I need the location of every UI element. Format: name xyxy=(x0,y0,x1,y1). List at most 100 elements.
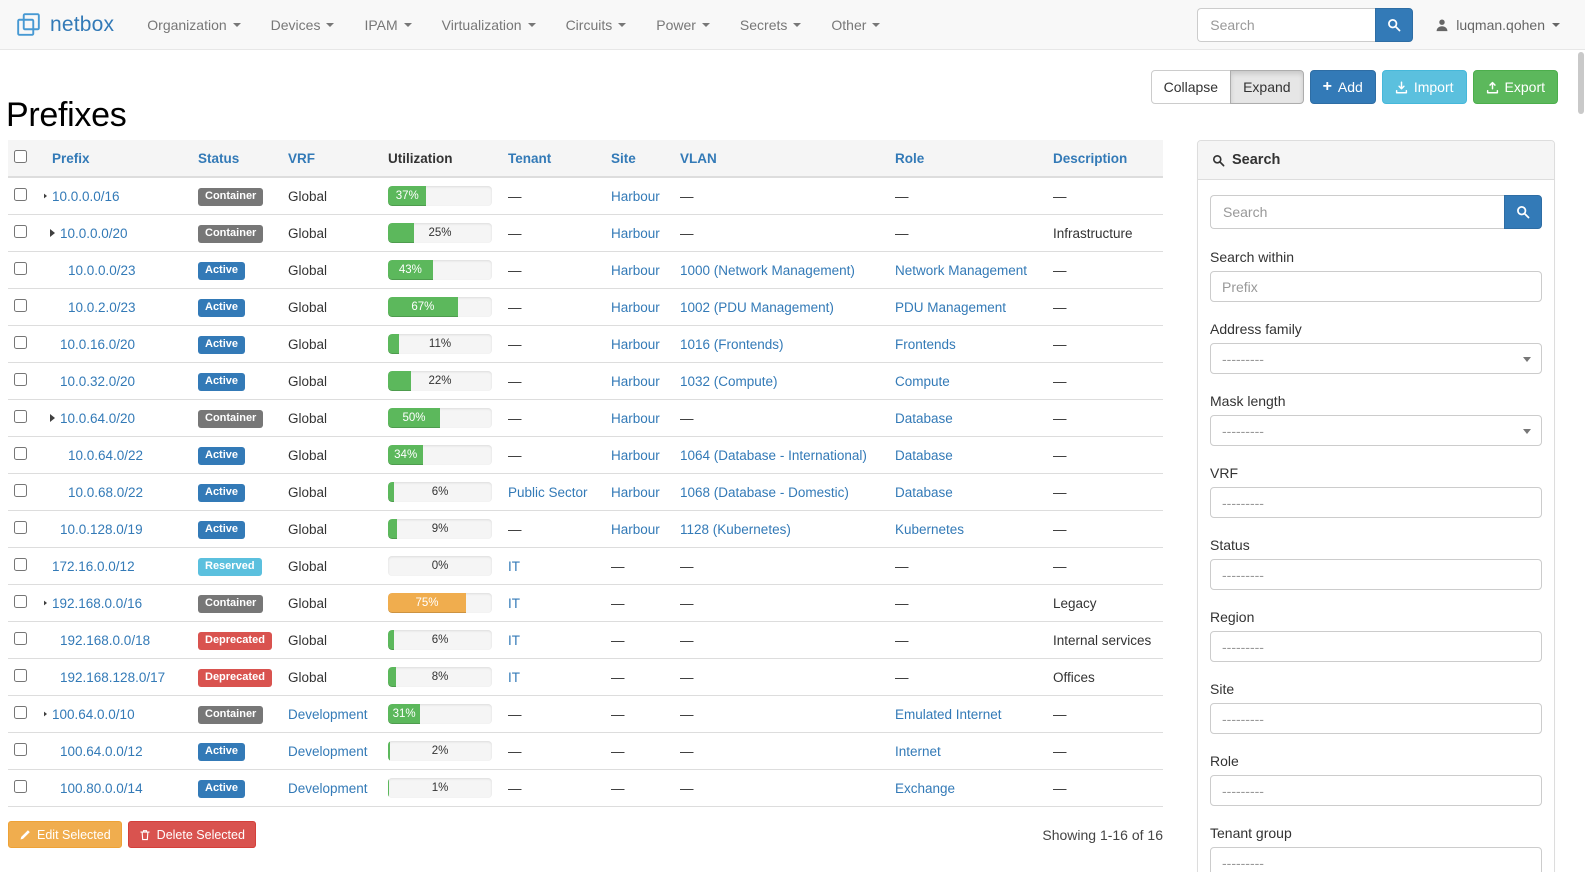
tenant-group-select[interactable]: --------- xyxy=(1210,847,1542,872)
prefix-link[interactable]: 100.80.0.0/14 xyxy=(60,780,143,796)
menu-item-secrets[interactable]: Secrets xyxy=(725,0,816,50)
row-checkbox[interactable] xyxy=(14,336,27,349)
prefix-link[interactable]: 100.64.0.0/10 xyxy=(52,706,135,722)
user-menu[interactable]: luqman.qohen xyxy=(1435,17,1560,33)
menu-item-organization[interactable]: Organization xyxy=(132,0,255,50)
mask-length-select[interactable]: --------- xyxy=(1210,415,1542,446)
role-link[interactable]: Frontends xyxy=(895,336,956,352)
role-link[interactable]: Exchange xyxy=(895,780,956,796)
row-checkbox[interactable] xyxy=(14,484,27,497)
prefix-link[interactable]: 10.0.2.0/23 xyxy=(68,299,136,315)
add-button[interactable]: + Add xyxy=(1309,70,1376,104)
menu-item-other[interactable]: Other xyxy=(816,0,895,50)
tenant-link[interactable]: IT xyxy=(508,595,520,611)
site-link[interactable]: Harbour xyxy=(611,447,660,463)
role-link[interactable]: Kubernetes xyxy=(895,521,965,537)
row-checkbox[interactable] xyxy=(14,299,27,312)
address-family-select[interactable]: --------- xyxy=(1210,343,1542,374)
column-sort-link[interactable]: Role xyxy=(895,150,925,166)
row-checkbox[interactable] xyxy=(14,373,27,386)
status-select[interactable]: --------- xyxy=(1210,559,1542,590)
column-sort-link[interactable]: VLAN xyxy=(680,150,717,166)
role-link[interactable]: Database xyxy=(895,410,953,426)
prefix-link[interactable]: 10.0.32.0/20 xyxy=(60,373,136,389)
column-sort-link[interactable]: Prefix xyxy=(52,150,90,166)
role-link[interactable]: Emulated Internet xyxy=(895,706,1002,722)
row-checkbox[interactable] xyxy=(14,743,27,756)
column-sort-link[interactable]: Site xyxy=(611,150,636,166)
scrollbar-thumb[interactable] xyxy=(1578,52,1584,114)
vrf-link[interactable]: Development xyxy=(288,780,368,796)
vlan-link[interactable]: 1032 (Compute) xyxy=(680,373,778,389)
menu-item-ipam[interactable]: IPAM xyxy=(349,0,426,50)
tenant-link[interactable]: IT xyxy=(508,669,520,685)
select-all-checkbox[interactable] xyxy=(14,150,27,163)
role-link[interactable]: Internet xyxy=(895,743,941,759)
site-link[interactable]: Harbour xyxy=(611,484,660,500)
prefix-link[interactable]: 192.168.128.0/17 xyxy=(60,669,166,685)
site-link[interactable]: Harbour xyxy=(611,262,660,278)
vlan-link[interactable]: 1000 (Network Management) xyxy=(680,262,855,278)
site-link[interactable]: Harbour xyxy=(611,225,660,241)
menu-item-power[interactable]: Power xyxy=(641,0,725,50)
tenant-link[interactable]: IT xyxy=(508,632,520,648)
prefix-link[interactable]: 10.0.0.0/23 xyxy=(68,262,136,278)
prefix-link[interactable]: 10.0.68.0/22 xyxy=(68,484,144,500)
menu-item-virtualization[interactable]: Virtualization xyxy=(427,0,551,50)
tenant-link[interactable]: Public Sector xyxy=(508,484,588,500)
navbar-search-button[interactable] xyxy=(1375,7,1414,42)
role-link[interactable]: Database xyxy=(895,484,953,500)
prefix-link[interactable]: 10.0.0.0/20 xyxy=(60,225,128,241)
role-link[interactable]: Database xyxy=(895,447,953,463)
prefix-link[interactable]: 10.0.128.0/19 xyxy=(60,521,143,537)
prefix-link[interactable]: 10.0.64.0/20 xyxy=(60,410,136,426)
import-button[interactable]: Import xyxy=(1381,70,1467,104)
netbox-brand[interactable]: netbox xyxy=(15,11,114,38)
scrollbar[interactable] xyxy=(1577,0,1585,872)
row-checkbox[interactable] xyxy=(14,780,27,793)
prefix-link[interactable]: 192.168.0.0/16 xyxy=(52,595,143,611)
row-checkbox[interactable] xyxy=(14,521,27,534)
vrf-link[interactable]: Development xyxy=(288,706,368,722)
vrf-link[interactable]: Development xyxy=(288,743,368,759)
prefix-link[interactable]: 10.0.16.0/20 xyxy=(60,336,136,352)
vlan-link[interactable]: 1002 (PDU Management) xyxy=(680,299,834,315)
row-checkbox[interactable] xyxy=(14,410,27,423)
column-sort-link[interactable]: Description xyxy=(1053,150,1128,166)
row-checkbox[interactable] xyxy=(14,669,27,682)
site-select[interactable]: --------- xyxy=(1210,703,1542,734)
tenant-link[interactable]: IT xyxy=(508,558,520,574)
role-link[interactable]: Compute xyxy=(895,373,950,389)
search-within-input[interactable] xyxy=(1210,271,1542,302)
expand-button[interactable]: Expand xyxy=(1230,70,1304,104)
row-checkbox[interactable] xyxy=(14,632,27,645)
site-link[interactable]: Harbour xyxy=(611,410,660,426)
prefix-link[interactable]: 192.168.0.0/18 xyxy=(60,632,151,648)
site-link[interactable]: Harbour xyxy=(611,336,660,352)
collapse-button[interactable]: Collapse xyxy=(1150,70,1232,104)
menu-item-devices[interactable]: Devices xyxy=(256,0,350,50)
vlan-link[interactable]: 1016 (Frontends) xyxy=(680,336,784,352)
site-link[interactable]: Harbour xyxy=(611,521,660,537)
role-link[interactable]: Network Management xyxy=(895,262,1028,278)
site-link[interactable]: Harbour xyxy=(611,373,660,389)
prefix-link[interactable]: 10.0.64.0/22 xyxy=(68,447,144,463)
vlan-link[interactable]: 1068 (Database - Domestic) xyxy=(680,484,849,500)
role-select[interactable]: --------- xyxy=(1210,775,1542,806)
navbar-search-input[interactable] xyxy=(1197,7,1376,42)
vlan-link[interactable]: 1064 (Database - International) xyxy=(680,447,867,463)
row-checkbox[interactable] xyxy=(14,225,27,238)
export-button[interactable]: Export xyxy=(1472,70,1558,104)
vlan-link[interactable]: 1128 (Kubernetes) xyxy=(680,521,791,537)
column-sort-link[interactable]: Tenant xyxy=(508,150,552,166)
role-link[interactable]: PDU Management xyxy=(895,299,1007,315)
site-link[interactable]: Harbour xyxy=(611,188,660,204)
delete-selected-button[interactable]: Delete Selected xyxy=(127,821,256,848)
site-link[interactable]: Harbour xyxy=(611,299,660,315)
row-checkbox[interactable] xyxy=(14,595,27,608)
prefix-link[interactable]: 10.0.0.0/16 xyxy=(52,188,120,204)
region-select[interactable]: --------- xyxy=(1210,631,1542,662)
row-checkbox[interactable] xyxy=(14,447,27,460)
menu-item-circuits[interactable]: Circuits xyxy=(551,0,642,50)
filter-search-button[interactable] xyxy=(1504,195,1542,229)
